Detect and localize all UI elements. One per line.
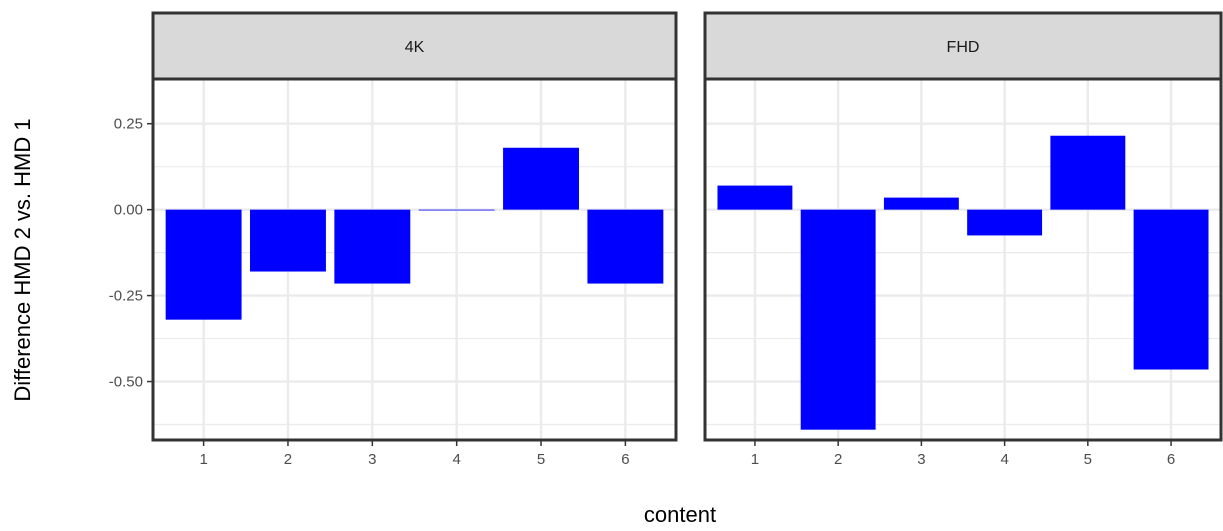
- y-axis-title: Difference HMD 2 vs. HMD 1: [10, 118, 35, 401]
- panel-fhd: FHD 1 2 3 4 5 6: [705, 13, 1221, 468]
- y-tick-label: 0.25: [114, 116, 143, 133]
- bar-fhd-1: [717, 186, 792, 210]
- x-tick-label: 5: [1084, 451, 1092, 468]
- y-tick-label: -0.50: [109, 374, 143, 391]
- x-tick-label: 3: [368, 451, 376, 468]
- panel-4k: 4K 1 2 3 4 5 6: [153, 13, 676, 468]
- bar-4k-5: [503, 148, 579, 210]
- y-tick-label: -0.25: [109, 288, 143, 305]
- x-tick-label: 1: [751, 451, 759, 468]
- x-tick-label: 2: [834, 451, 842, 468]
- bar-4k-3: [334, 210, 410, 284]
- bar-fhd-3: [884, 198, 959, 210]
- bar-fhd-4: [967, 210, 1042, 236]
- x-tick-label: 6: [1167, 451, 1175, 468]
- y-tick-label: 0.00: [114, 202, 143, 219]
- bar-4k-1: [166, 210, 242, 320]
- x-tick-label: 4: [453, 451, 461, 468]
- strip-label: 4K: [405, 39, 425, 56]
- strip-label: FHD: [947, 39, 980, 56]
- bar-4k-6: [587, 210, 663, 284]
- x-tick-label: 5: [537, 451, 545, 468]
- bar-4k-4: [419, 210, 495, 211]
- x-tick-label: 4: [1000, 451, 1008, 468]
- bar-fhd-2: [801, 210, 876, 430]
- panels-layer: 4K 1 2 3 4 5 6 FHD 1 2 3 4 5 6: [153, 13, 1221, 468]
- bar-4k-2: [250, 210, 326, 272]
- bar-fhd-5: [1050, 136, 1125, 210]
- bar-fhd-6: [1134, 210, 1209, 370]
- x-tick-label: 1: [199, 451, 207, 468]
- y-axis: 0.25 0.00 -0.25 -0.50: [109, 116, 153, 391]
- x-tick-label: 3: [917, 451, 925, 468]
- x-tick-label: 6: [621, 451, 629, 468]
- x-axis-title: content: [644, 502, 716, 527]
- x-tick-label: 2: [284, 451, 292, 468]
